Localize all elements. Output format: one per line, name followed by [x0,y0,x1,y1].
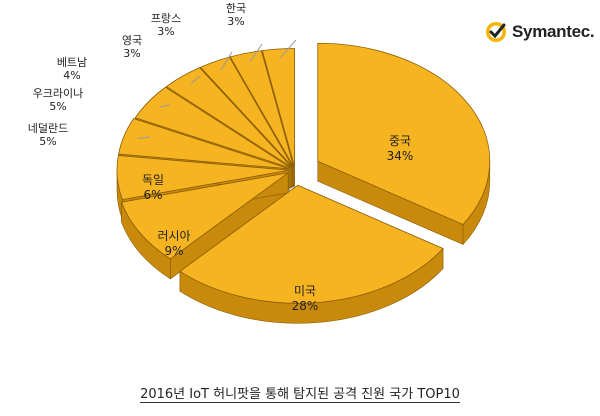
slice-top [317,42,491,225]
leader-line [137,136,151,140]
slice-label: 네덜란드 [28,122,68,135]
slice-top [118,118,290,170]
checkmark-icon [486,22,506,42]
pie-slice [317,42,491,246]
slice-value-label: 3% [227,15,244,28]
leader-line [279,39,297,59]
slice-value-label: 3% [157,25,174,38]
slice-label: 러시아 [157,229,190,243]
slice-value-label: 28% [292,299,319,313]
pie-slice [120,172,289,280]
slice-value-label: 3% [123,47,140,60]
slice-top [261,48,295,167]
slice-value-label: 4% [63,69,80,82]
slice-top [179,184,444,304]
slice-label: 한국 [226,2,246,15]
slice-label: 독일 [142,173,164,187]
leader-line [220,51,233,71]
slice-top [134,86,292,169]
brand-name: Symantec. [512,22,595,41]
slice-value-label: 9% [164,244,183,258]
slice-value-label: 5% [49,100,66,113]
slice-top [120,172,289,260]
slice-label: 프랑스 [151,12,181,25]
leader-line [249,43,263,63]
slice-value-label: 6% [143,188,162,202]
slice-label: 우크라이나 [33,87,84,100]
slice-value-label: 34% [387,149,414,163]
caption-underline [140,402,460,403]
slice-top [229,50,294,167]
slice-label: 중국 [389,134,411,148]
slice-top [116,155,290,201]
pie-slice [179,184,444,324]
leader-line [159,104,171,108]
slice-label: 미국 [294,284,316,298]
chart-caption: 2016년 IoT 허니팟을 통해 탐지된 공격 진원 국가 TOP10 [140,387,460,402]
slice-value-label: 5% [39,135,56,148]
leader-line [190,75,201,85]
slice-top [165,67,293,168]
slice-label: 영국 [122,34,142,47]
brand-logo: Symantec. [484,20,595,44]
slice-label: 베트남 [57,56,87,69]
